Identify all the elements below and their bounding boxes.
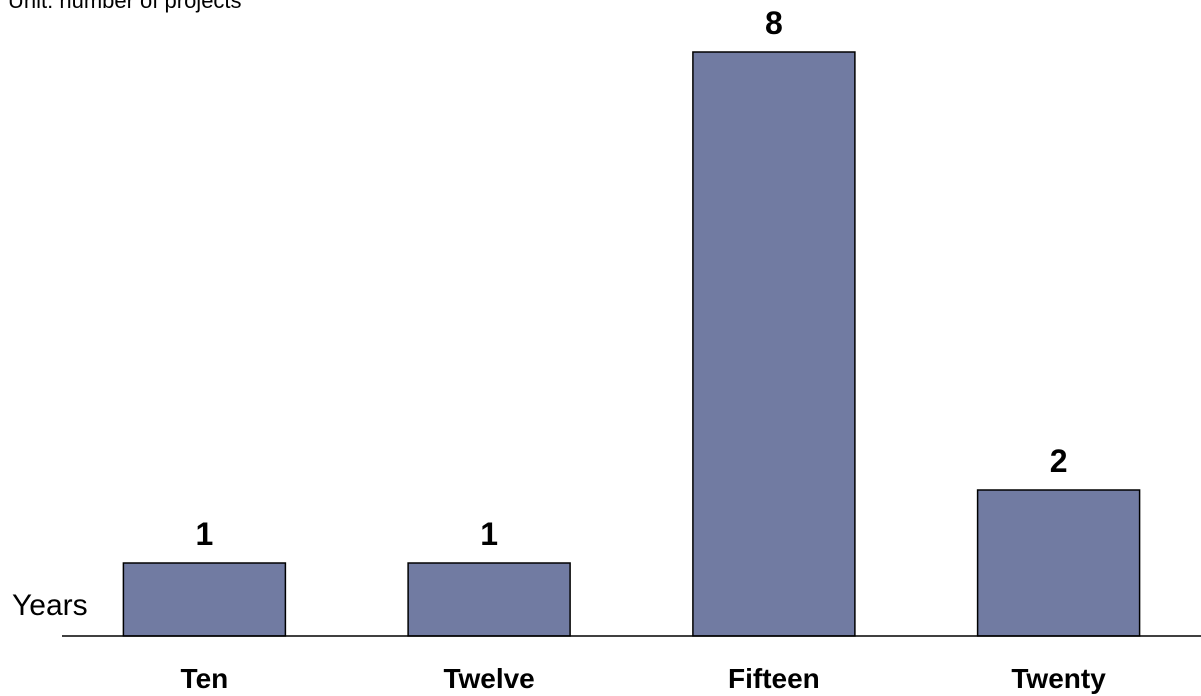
- bar-fifteen: [692, 51, 856, 637]
- value-label-fifteen: 8: [765, 5, 783, 41]
- value-label-ten: 1: [196, 516, 214, 552]
- category-label-fifteen: Fifteen: [728, 663, 820, 694]
- bars-layer: [122, 51, 1141, 637]
- value-labels-layer: 1 1 8 2: [196, 5, 1068, 552]
- value-label-twenty: 2: [1050, 443, 1068, 479]
- category-label-twenty: Twenty: [1011, 663, 1106, 694]
- category-label-ten: Ten: [181, 663, 229, 694]
- bar-ten: [122, 562, 287, 637]
- y-axis-label: Years: [12, 589, 88, 622]
- chart-subtitle: Unit: number of projects: [8, 0, 242, 13]
- bar-twelve: [407, 562, 571, 637]
- bar-twenty: [976, 489, 1141, 637]
- value-label-twelve: 1: [480, 516, 498, 552]
- category-labels-layer: Ten Twelve Fifteen Twenty: [181, 663, 1107, 694]
- category-label-twelve: Twelve: [443, 663, 534, 694]
